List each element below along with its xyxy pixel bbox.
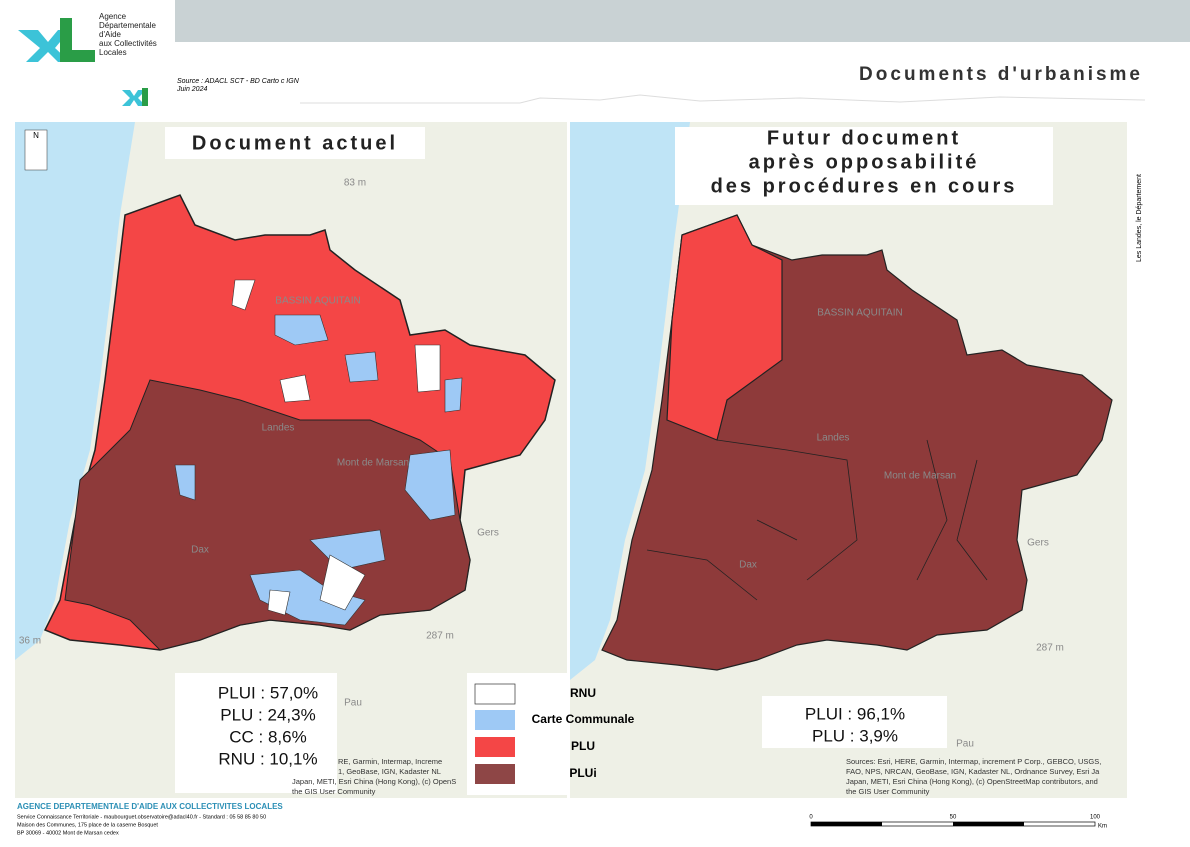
map-label: Landes [817,433,850,444]
map-label: Landes [262,423,295,434]
map-right [570,122,1127,798]
stat: PLU : 24,3% [220,705,315,724]
side-text: Les Landes, le Département [1136,174,1143,262]
map-label: Mont de Marsan [337,458,409,469]
scale-unit: Km [1098,824,1107,830]
footer-line: Service Connaissance Territoriale - maub… [17,814,266,820]
scale-label: 0 [809,815,813,821]
agency-line: d'Aide [99,30,122,39]
stat: CC : 8,6% [229,727,306,746]
map-label: Gers [1027,538,1049,549]
footer-line: BP 30069 - 40002 Mont de Marsan cedex [17,830,119,836]
map-label: Pau [344,698,362,709]
map-label: 287 m [426,631,454,642]
attribution: the GIS User Community [292,787,376,796]
legend-label: PLUi [569,766,596,780]
attribution: RE, Garmin, Intermap, Increme [338,757,442,766]
scale-bar: 0 50 100 Km [809,815,1107,830]
legend-label: PLU [571,739,595,753]
map-label: Mont de Marsan [884,471,956,482]
map-label: Dax [739,560,757,571]
skyline [300,94,1146,104]
agency-line: Agence [99,12,127,21]
logo [18,18,148,106]
map-label: BASSIN AQUITAIN [275,296,360,307]
page-title: Documents d'urbanisme [859,64,1143,85]
header-band [175,0,1190,42]
legend: RNU Carte Communale PLU PLUi [474,683,635,784]
stat: PLUI : 96,1% [805,704,905,723]
panel-title: Document actuel [192,132,398,154]
scale-label: 50 [950,815,957,821]
map-label: 287 m [1036,643,1064,654]
scale-label: 100 [1090,815,1101,821]
panel-title: après opposabilité [749,151,980,173]
attribution: FAO, NPS, NRCAN, GeoBase, IGN, Kadaster … [846,767,1100,776]
svg-text:N: N [33,131,39,140]
agency-line: Départementale [99,21,156,30]
map-label: Pau [956,739,974,750]
map-label: 36 m [19,636,41,647]
source: Source : ADACL SCT - BD Carto c IGN [177,78,300,85]
legend-label: Carte Communale [532,712,635,726]
legend-label: RNU [570,686,596,700]
attribution: Sources: Esri, HERE, Garmin, Intermap, i… [846,757,1101,766]
map-label: BASSIN AQUITAIN [817,308,902,319]
map-left: N [15,122,652,798]
map-label: Dax [191,545,209,556]
attribution: Japan, METI, Esri China (Hong Kong), (c)… [846,777,1098,786]
stat: PLUI : 57,0% [218,683,318,702]
agency-line: Locales [99,48,127,57]
panel-title: Futur document [767,127,961,149]
date: Juin 2024 [176,86,207,93]
stat: PLU : 3,9% [812,726,898,745]
footer-line: Maison des Communes, 175 place de la cas… [17,822,158,828]
stat: RNU : 10,1% [218,749,317,768]
attribution: 1, GeoBase, IGN, Kadaster NL [338,767,441,776]
attribution: Japan, METI, Esri China (Hong Kong), (c)… [292,777,456,786]
attribution: the GIS User Community [846,787,930,796]
panel-title: des procédures en cours [711,175,1018,197]
map-label: 83 m [344,178,366,189]
map-label: Gers [477,528,499,539]
footer-agency: AGENCE DEPARTEMENTALE D'AIDE AUX COLLECT… [17,802,283,811]
agency-line: aux Collectivités [99,39,157,48]
